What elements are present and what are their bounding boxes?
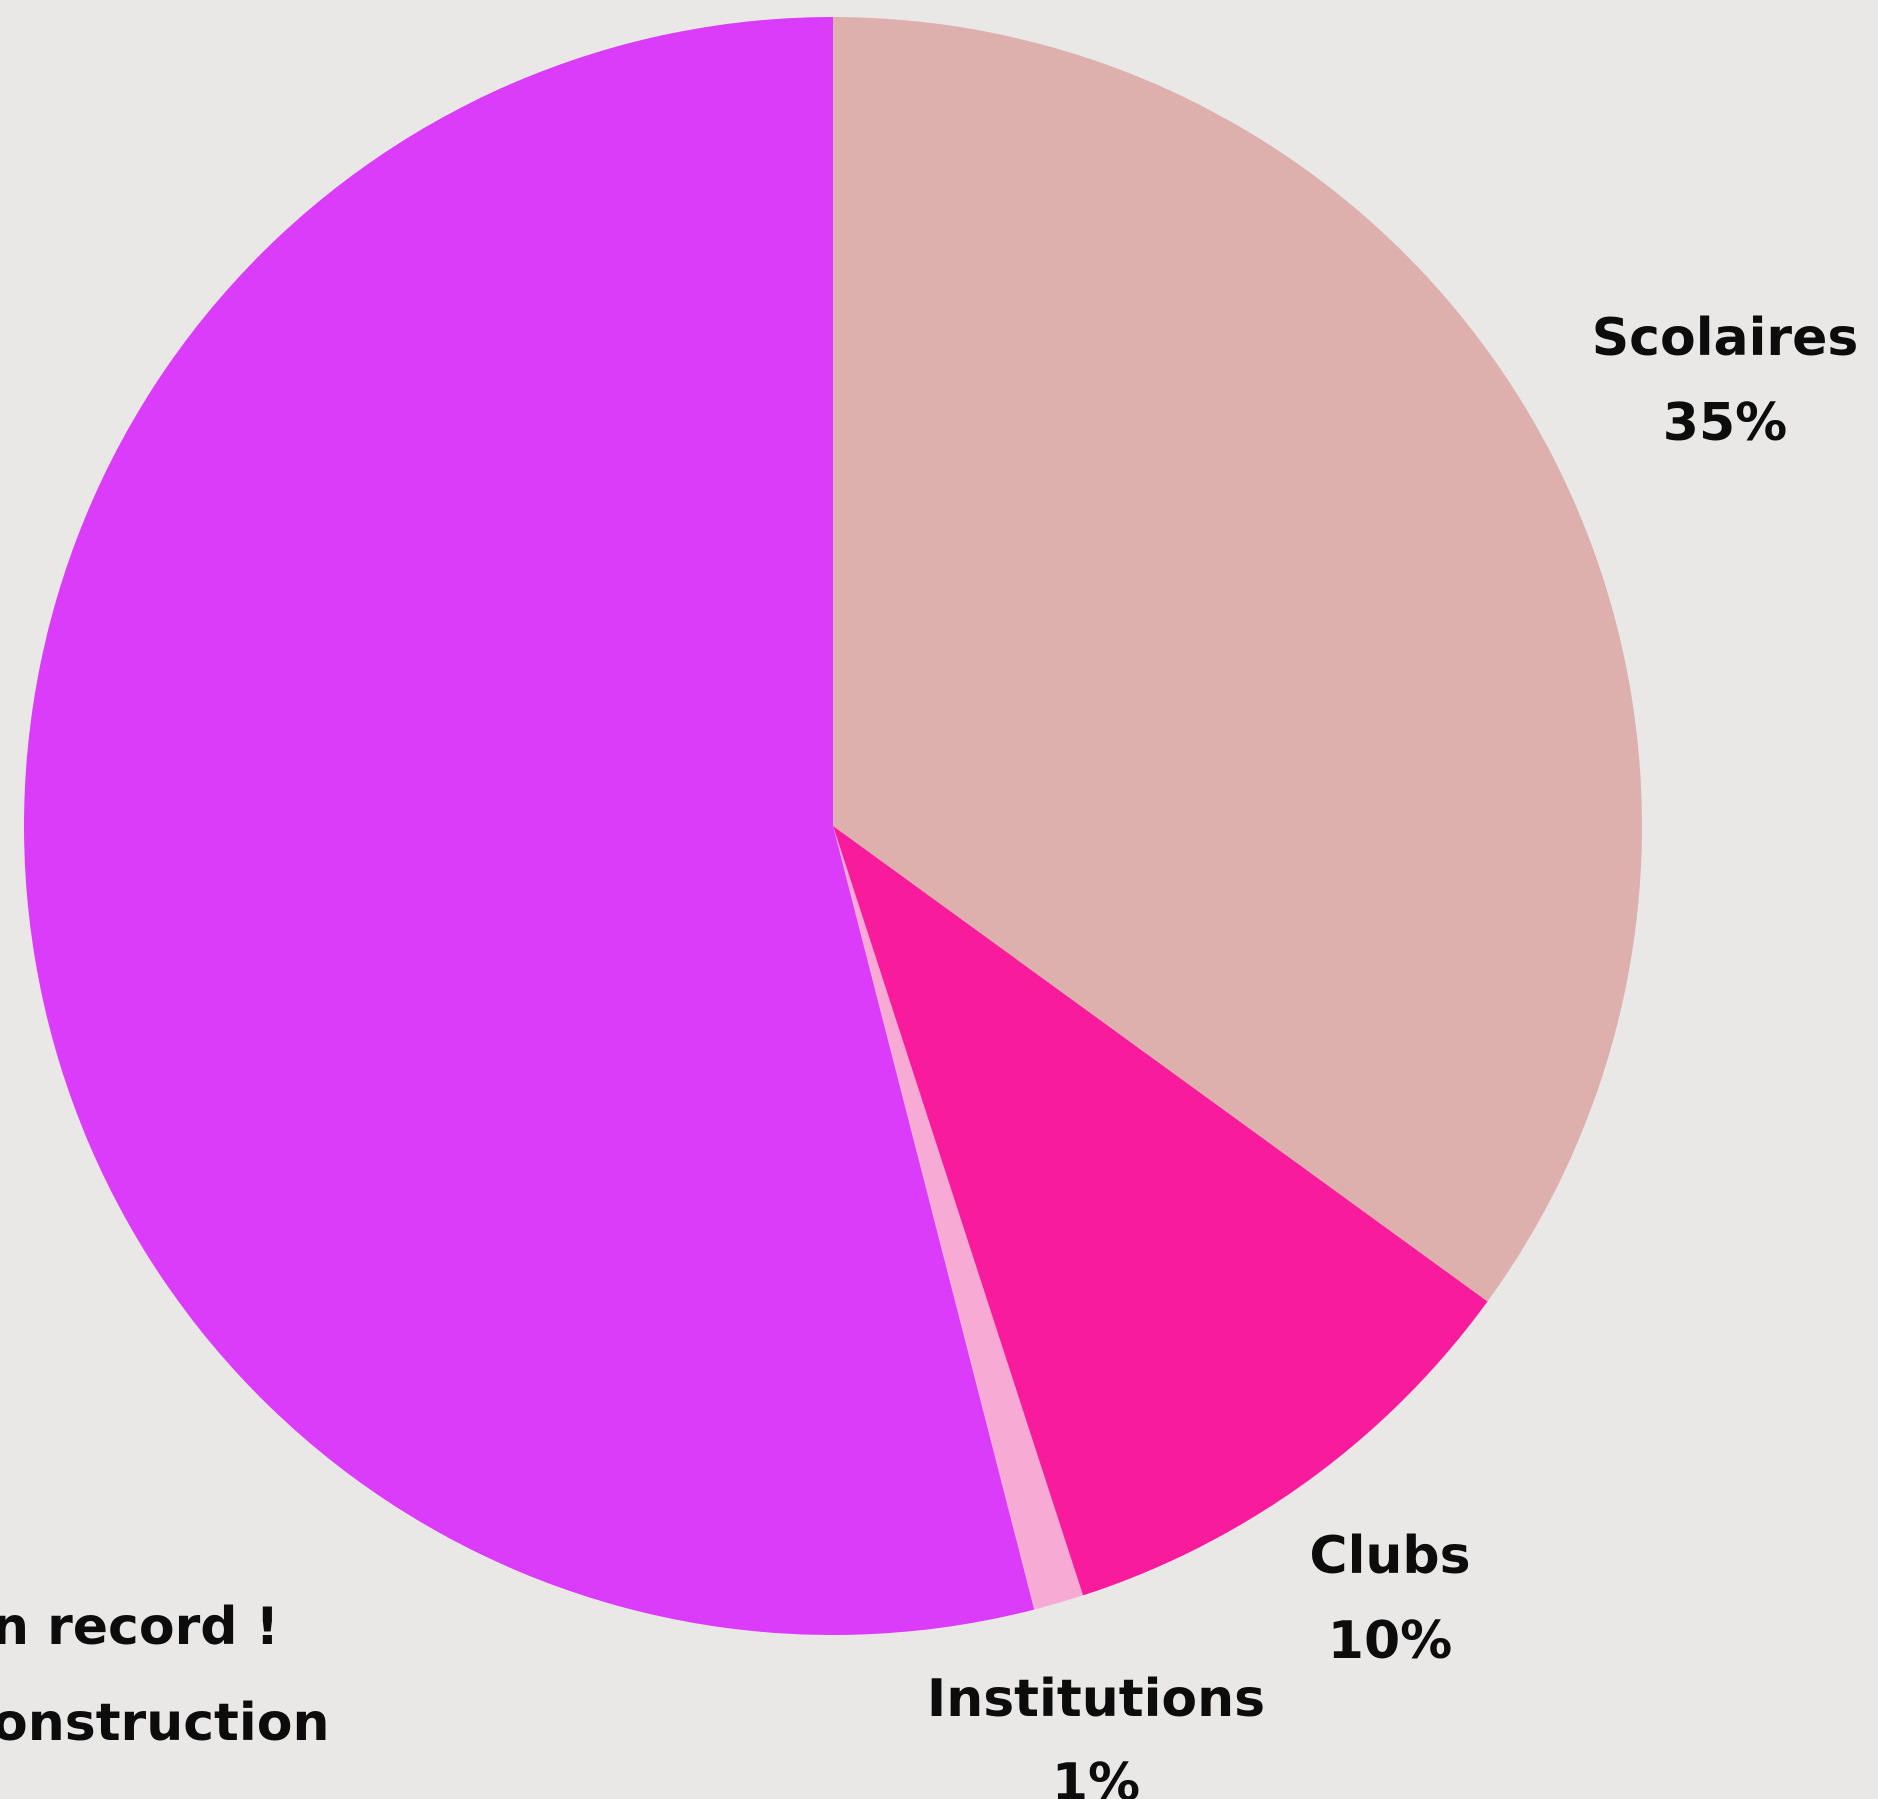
annotation-line-2: onstruction (0, 1693, 329, 1753)
slice-label-name: Clubs (1309, 1526, 1470, 1586)
slice-label-name: Scolaires (1592, 308, 1859, 368)
slice-labels: Scolaires 35% Clubs 10% Institutions 1% (927, 308, 1858, 1799)
pie-slice-institutions (833, 826, 1083, 1610)
annotation: n record ! onstruction (0, 1597, 329, 1753)
pie-slice-clubs (833, 826, 1488, 1596)
slice-label-name: Institutions (927, 1669, 1265, 1729)
slice-label-value: 1% (1052, 1753, 1140, 1799)
slice-label-value: 10% (1328, 1611, 1452, 1671)
pie-slice-other (23, 17, 1035, 1636)
slice-label-value: 35% (1663, 393, 1787, 453)
annotation-line-1: n record ! (0, 1597, 279, 1657)
pie-slice-scolaires (833, 17, 1642, 1302)
pie-slices (23, 17, 1642, 1636)
